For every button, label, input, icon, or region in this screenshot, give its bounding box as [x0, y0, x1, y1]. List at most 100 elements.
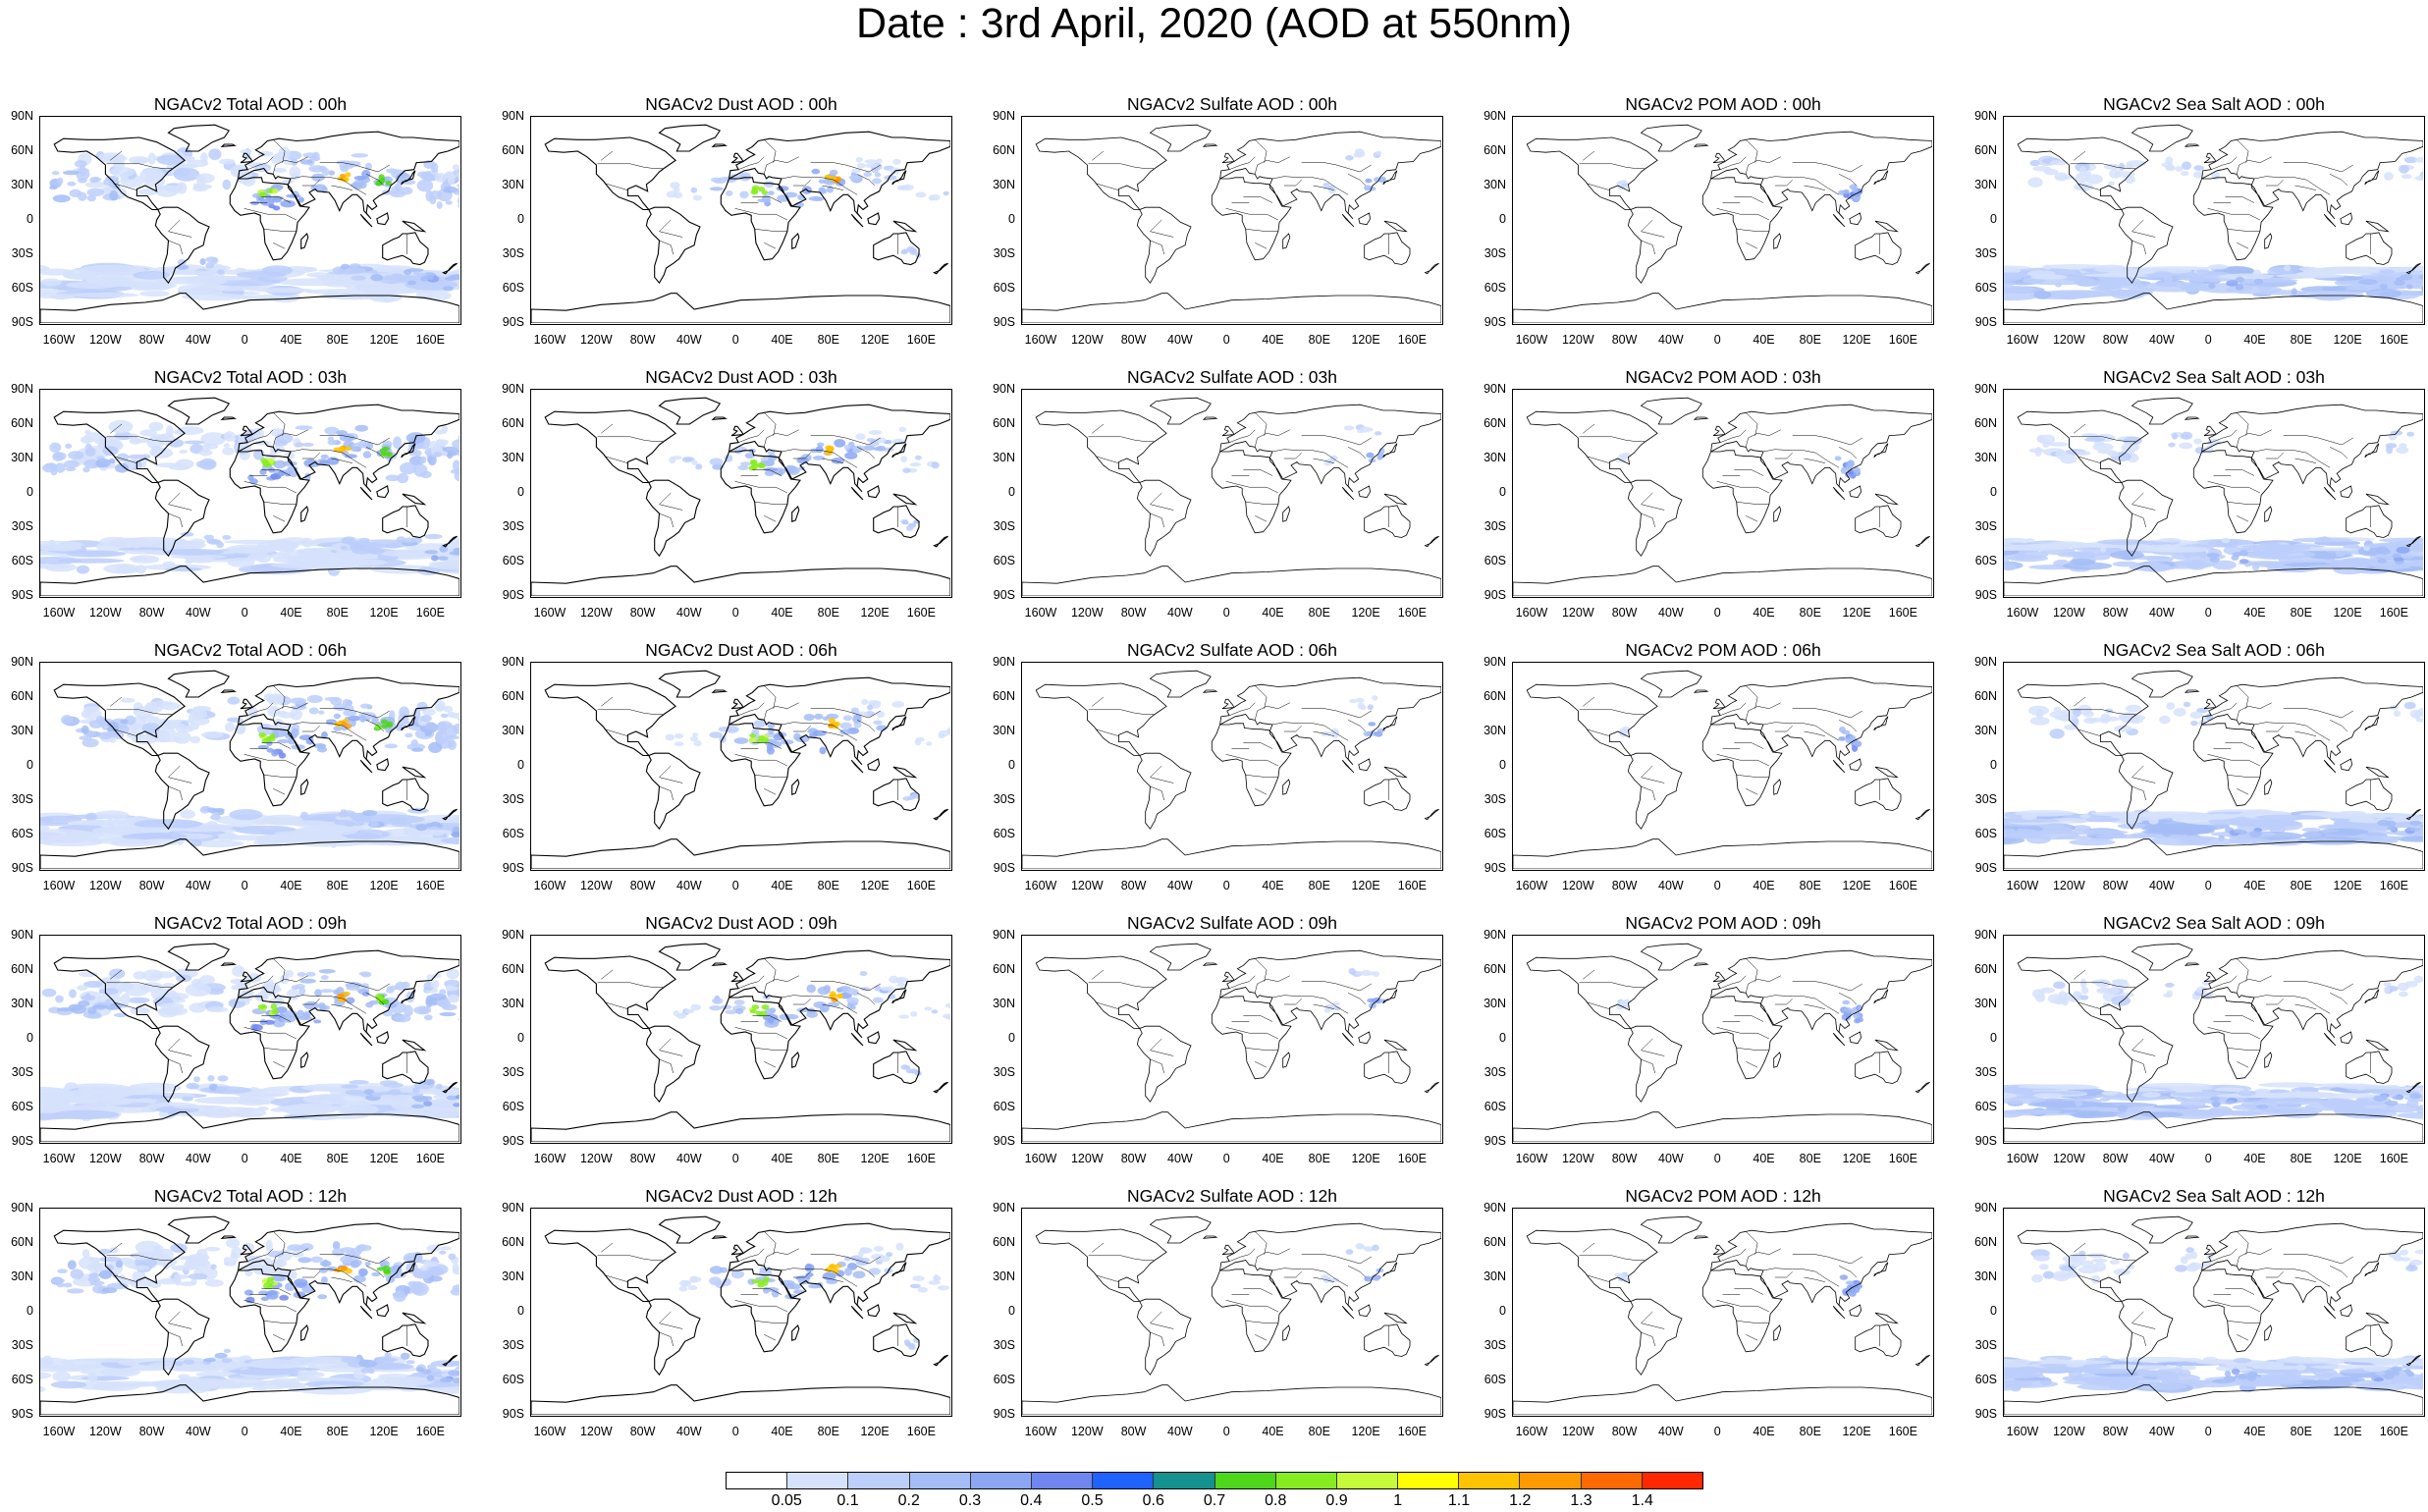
lon-tick-label: 80W	[1611, 1152, 1638, 1165]
aod-shading	[2004, 701, 2423, 846]
colorbar-swatch	[1214, 1473, 1276, 1488]
lon-tick-label: 80W	[1611, 879, 1638, 892]
lat-tick-label: 90N	[502, 1201, 524, 1215]
lat-tick-label: 90S	[1484, 1134, 1506, 1148]
lon-tick-label: 0	[241, 879, 248, 892]
lon-tick-label: 40W	[676, 1425, 702, 1438]
aod-map	[1513, 397, 1932, 596]
map-panel: NGACv2 Dust AOD : 00h 90N 60N 30N 0 30S 60S 90S…	[491, 90, 982, 363]
lon-tick-label: 120E	[1351, 606, 1380, 620]
map-frame	[2003, 116, 2425, 325]
lat-tick-label: 60S	[1974, 1373, 1997, 1386]
lat-tick-label: 60N	[1974, 1235, 1997, 1249]
lon-tick-label: 80W	[138, 606, 165, 620]
lon-tick-label: 80W	[138, 1152, 165, 1165]
map-frame	[39, 662, 461, 871]
colorbar-swatch	[970, 1473, 1032, 1488]
country-borders	[1088, 139, 1389, 255]
lon-tick-label: 80W	[138, 879, 165, 892]
lat-tick-label: 0	[1499, 1031, 1506, 1045]
coastlines	[40, 124, 459, 323]
lat-tick-label: 30N	[993, 724, 1015, 737]
lon-tick-label: 160E	[2379, 606, 2408, 620]
lat-tick-label: 30S	[993, 1065, 1015, 1079]
lat-tick-label: 60N	[11, 143, 33, 157]
lon-tick-label: 120W	[2052, 1425, 2085, 1438]
colorbar-label: 1.1	[1447, 1492, 1471, 1509]
lat-tick-label: 60S	[1484, 554, 1506, 567]
lat-tick-label: 30S	[502, 1338, 524, 1352]
lat-tick-label: 0	[1008, 1304, 1015, 1318]
lon-tick-label: 120W	[88, 606, 122, 620]
aod-map	[40, 124, 459, 323]
aod-shading	[2004, 430, 2423, 575]
lon-tick-label: 40E	[1262, 1425, 1284, 1438]
lat-tick-label: 0	[1008, 485, 1015, 499]
lat-tick-label: 90S	[993, 861, 1015, 875]
lon-tick-label: 160W	[533, 879, 567, 892]
lon-tick-label: 120W	[579, 1425, 613, 1438]
lon-tick-label: 40W	[186, 879, 211, 892]
lon-tick-label: 160E	[1888, 1425, 1917, 1438]
lon-tick-label: 160E	[415, 333, 445, 347]
lat-tick-label: 60S	[11, 827, 33, 840]
lon-tick-label: 40W	[1167, 879, 1193, 892]
lon-tick-label: 80W	[2102, 333, 2129, 347]
lat-tick-label: 60S	[11, 281, 33, 295]
lat-tick-label: 30N	[993, 997, 1015, 1010]
panel-title: NGACv2 Sulfate AOD : 06h	[1127, 640, 1337, 660]
map-frame	[530, 1208, 952, 1417]
lon-tick-label: 120W	[579, 333, 613, 347]
map-frame	[530, 116, 952, 325]
map-panel: NGACv2 Sea Salt AOD : 12h 90N 60N 30N 0 30S 60…	[1964, 1182, 2428, 1455]
lon-tick-label: 120E	[1842, 1425, 1871, 1438]
lon-tick-label: 120W	[2052, 1152, 2085, 1165]
map-frame	[530, 662, 952, 871]
lon-tick-label: 120E	[2333, 333, 2362, 347]
lon-tick-label: 120E	[369, 1152, 399, 1165]
country-borders	[2070, 685, 2371, 801]
lon-tick-label: 160E	[2379, 1152, 2408, 1165]
lon-tick-label: 120W	[579, 879, 613, 892]
map-frame	[530, 935, 952, 1144]
lat-tick-label: 0	[517, 1304, 524, 1318]
lon-tick-label: 120E	[860, 333, 890, 347]
lat-tick-label: 90S	[502, 315, 524, 329]
lat-tick-label: 90N	[502, 928, 524, 942]
map-frame	[39, 935, 461, 1144]
lon-tick-label: 80W	[1120, 879, 1147, 892]
lon-tick-label: 120E	[1351, 1425, 1380, 1438]
map-frame	[39, 1208, 461, 1417]
lon-tick-label: 80W	[2102, 1425, 2129, 1438]
lon-tick-label: 0	[2204, 1152, 2212, 1165]
aod-shading	[2004, 155, 2423, 301]
lat-tick-label: 90N	[1484, 1201, 1506, 1215]
lon-tick-label: 80E	[326, 879, 349, 892]
aod-map	[1513, 943, 1932, 1142]
lon-tick-label: 80E	[817, 333, 839, 347]
lat-tick-label: 90S	[1974, 1407, 1997, 1421]
lat-tick-label: 90N	[1974, 655, 1997, 669]
lon-tick-label: 160W	[2006, 1425, 2039, 1438]
colorbar-labels: 0.05 0.1 0.2 0.3 0.4 0.5 0.6 0.7 0.8 0.9 1 1.1 1.2 1.…	[726, 1492, 1703, 1512]
colorbar-label: 0.6	[1142, 1492, 1164, 1509]
map-panel: NGACv2 Sulfate AOD : 12h 90N 60N 30N 0 30S 60S…	[982, 1182, 1473, 1455]
lat-tick-label: 30S	[11, 1065, 33, 1079]
lat-tick-label: 90S	[11, 1407, 33, 1421]
lat-tick-label: 30S	[1484, 792, 1506, 806]
lat-tick-label: 90S	[11, 588, 33, 602]
lat-tick-label: 90S	[11, 315, 33, 329]
lat-tick-label: 30N	[993, 178, 1015, 191]
country-borders	[597, 685, 898, 801]
lat-tick-label: 90N	[1974, 928, 1997, 942]
country-borders	[2070, 139, 2371, 255]
lat-tick-label: 0	[1499, 758, 1506, 772]
lat-tick-label: 60S	[1484, 1100, 1506, 1113]
lon-tick-label: 40W	[676, 1152, 702, 1165]
lat-tick-label: 60S	[1974, 554, 1997, 567]
lon-tick-label: 80E	[326, 333, 349, 347]
lat-tick-label: 30N	[1484, 724, 1506, 737]
lat-tick-label: 90N	[1484, 382, 1506, 396]
lon-tick-label: 160W	[1515, 606, 1548, 620]
lon-tick-label: 40E	[771, 333, 793, 347]
